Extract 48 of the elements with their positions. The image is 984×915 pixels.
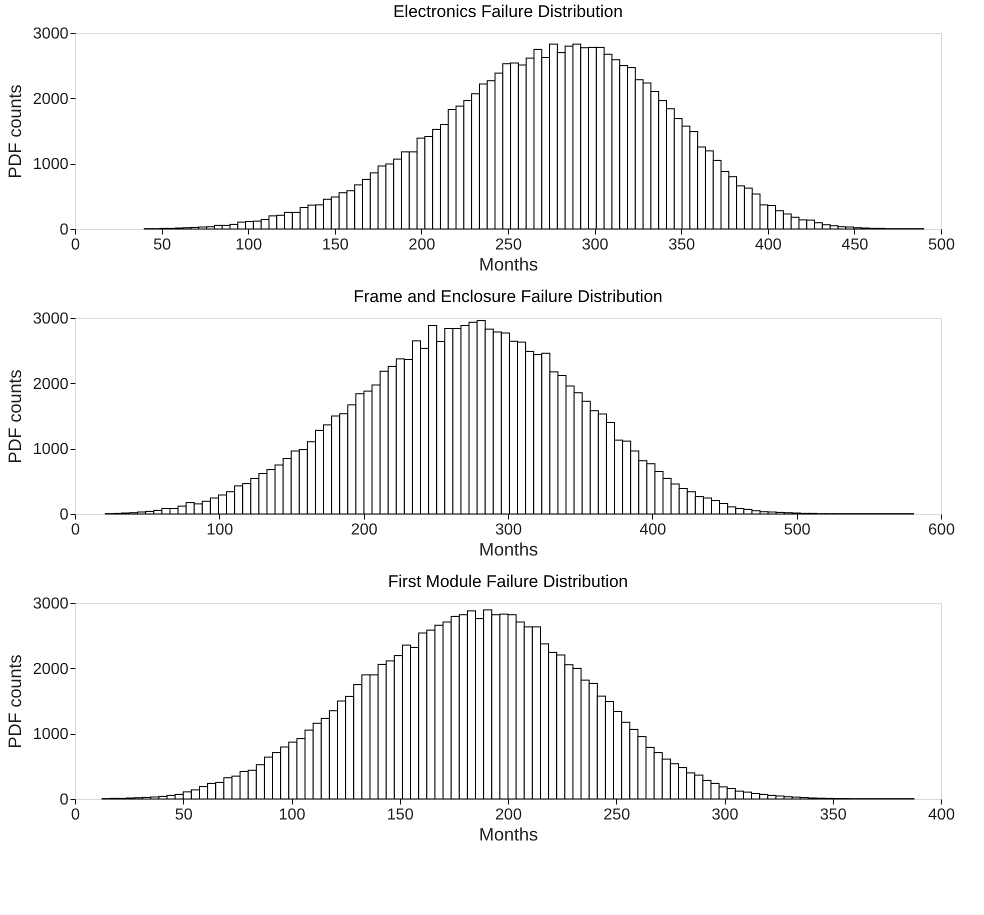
y-tick-label: 2000: [32, 660, 69, 678]
x-tick-label: 600: [928, 522, 955, 538]
x-tick-label: 0: [71, 806, 80, 824]
y-tick-label: 1000: [32, 441, 69, 458]
x-axis-title: Months: [478, 824, 538, 844]
y-tick-label: 1000: [32, 726, 69, 744]
y-tick-label: 3000: [32, 310, 69, 328]
x-tick-label: 0: [71, 236, 80, 254]
x-tick-label: 200: [408, 236, 436, 254]
x-tick-label: 200: [495, 806, 522, 824]
x-tick-label: 500: [928, 236, 955, 254]
x-tick-label: 50: [174, 806, 193, 824]
x-tick-label: 0: [71, 522, 80, 538]
x-tick-label: 400: [754, 236, 782, 254]
y-tick-label: 1000: [32, 156, 69, 174]
x-tick-label: 400: [928, 806, 955, 824]
x-axis-title: Months: [478, 254, 538, 274]
y-tick-label: 3000: [32, 596, 69, 612]
y-axis-title: PDF counts: [4, 369, 25, 464]
x-tick-label: 50: [153, 236, 172, 254]
y-tick-label: 2000: [32, 90, 69, 108]
x-tick-label: 250: [603, 806, 630, 824]
x-tick-label: 100: [206, 522, 234, 538]
x-tick-label: 150: [322, 236, 349, 254]
x-tick-label: 450: [842, 236, 868, 254]
x-tick-label: 300: [582, 236, 609, 254]
x-tick-label: 200: [350, 522, 378, 538]
y-tick-label: 2000: [32, 376, 69, 393]
chart-title: Electronics Failure Distribution: [393, 2, 623, 21]
x-tick-label: 400: [639, 522, 666, 538]
chart-title: First Module Failure Distribution: [388, 572, 628, 591]
y-axis-title: PDF counts: [4, 654, 25, 749]
x-tick-label: 150: [386, 806, 414, 824]
x-tick-label: 250: [495, 236, 522, 254]
x-tick-label: 350: [668, 236, 696, 254]
x-tick-label: 300: [712, 806, 738, 824]
x-tick-label: 100: [235, 236, 262, 254]
chart-title: Frame and Enclosure Failure Distribution: [354, 287, 662, 306]
y-tick-label: 3000: [32, 26, 69, 42]
y-axis-title: PDF counts: [4, 84, 25, 179]
x-tick-label: 350: [820, 806, 847, 824]
x-tick-label: 500: [784, 522, 811, 538]
y-tick-label: 0: [60, 506, 69, 524]
x-axis-title: Months: [478, 540, 538, 560]
y-tick-label: 0: [60, 222, 69, 238]
x-tick-label: 300: [495, 522, 522, 538]
y-tick-label: 0: [60, 792, 69, 808]
x-tick-label: 100: [278, 806, 306, 824]
